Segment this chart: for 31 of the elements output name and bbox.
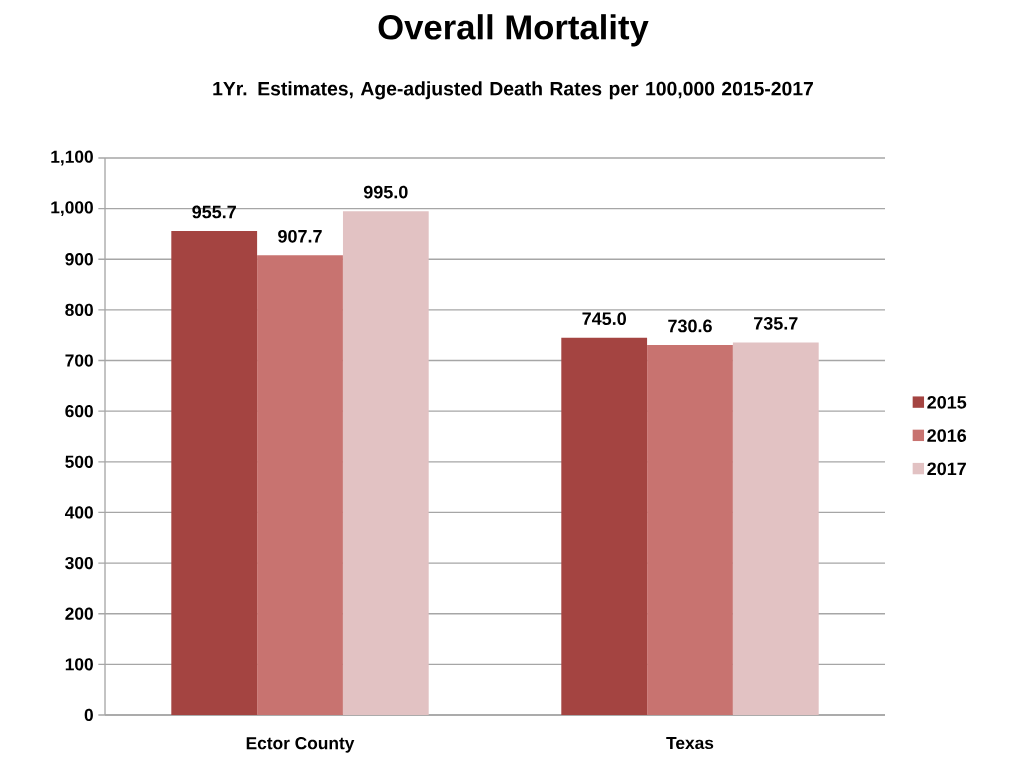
data-label: 730.6 bbox=[668, 319, 712, 333]
chart-title: Overall Mortality bbox=[378, 14, 649, 47]
chart-subtitle: 1Yr. Estimates, Age-adjusted Death Rates per 100,000 2015-2017 bbox=[213, 81, 813, 100]
bar bbox=[561, 337, 648, 715]
legend-label: 2017 bbox=[927, 462, 966, 476]
bar bbox=[171, 231, 258, 715]
y-tick-label: 100 bbox=[65, 658, 93, 671]
y-tick-label: 700 bbox=[65, 354, 93, 367]
legend-label: 2015 bbox=[927, 395, 967, 409]
bar bbox=[647, 345, 733, 715]
y-tick-label: 400 bbox=[64, 506, 93, 519]
bar bbox=[342, 211, 429, 715]
y-tick-label: 1,100 bbox=[51, 150, 93, 166]
y-tick-label: 300 bbox=[65, 556, 93, 570]
y-tick-label: 600 bbox=[65, 405, 93, 418]
data-label: 907.7 bbox=[278, 229, 322, 243]
legend-label: 2016 bbox=[927, 429, 967, 442]
data-label: 995.0 bbox=[363, 185, 408, 199]
y-tick-label: 500 bbox=[65, 455, 93, 468]
data-label: 735.7 bbox=[754, 316, 798, 330]
y-tick-label: 0 bbox=[84, 708, 93, 722]
x-tick-label: Ector County bbox=[246, 737, 355, 753]
y-tick-label: 900 bbox=[65, 253, 93, 266]
x-tick-label: Texas bbox=[666, 737, 714, 750]
y-tick-label: 1,000 bbox=[51, 201, 93, 217]
bar bbox=[732, 342, 819, 715]
data-label: 745.0 bbox=[582, 312, 626, 326]
y-tick-label: 800 bbox=[65, 303, 93, 317]
data-label: 955.7 bbox=[192, 205, 236, 219]
y-tick-label: 200 bbox=[65, 607, 93, 620]
bar bbox=[257, 255, 343, 715]
